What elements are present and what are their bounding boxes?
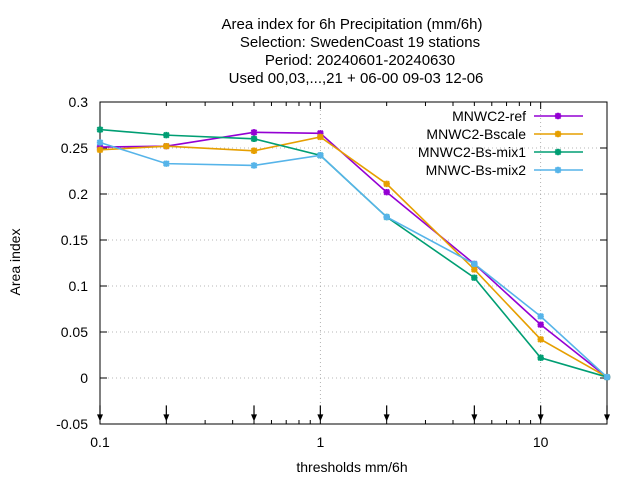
title-line: Period: 20240601-20240630 bbox=[265, 52, 455, 69]
x-axis-label: thresholds mm/6h bbox=[296, 459, 407, 475]
threshold-marker-arrow bbox=[471, 414, 478, 422]
data-point bbox=[471, 260, 478, 268]
data-point bbox=[383, 213, 390, 221]
data-point bbox=[554, 148, 562, 156]
data-point bbox=[163, 142, 170, 150]
title-line: Selection: SwedenCoast 19 stations bbox=[240, 34, 480, 51]
y-tick-label: 0.1 bbox=[69, 278, 89, 294]
threshold-marker-arrow bbox=[251, 414, 258, 422]
data-point bbox=[317, 133, 324, 141]
y-axis-label: Area index bbox=[7, 229, 23, 296]
y-tick-label: -0.05 bbox=[56, 416, 88, 432]
series-line bbox=[99, 136, 608, 378]
data-point bbox=[317, 130, 324, 137]
data-point bbox=[317, 152, 324, 159]
plot-frame bbox=[99, 101, 608, 425]
data-point bbox=[471, 266, 478, 273]
data-point bbox=[163, 131, 170, 139]
threshold-markers bbox=[97, 405, 610, 422]
data-point bbox=[250, 129, 258, 136]
data-point bbox=[96, 146, 104, 154]
data-point bbox=[537, 354, 544, 362]
threshold-marker-arrow bbox=[537, 414, 544, 422]
data-point bbox=[250, 135, 258, 143]
legend: MNWC2-ref MNWC2-Bscale MNWC2-Bs-mix1 MNWC-B… bbox=[418, 108, 583, 178]
data-point bbox=[554, 112, 562, 120]
threshold-marker-arrow bbox=[604, 414, 610, 422]
data-point bbox=[554, 130, 562, 138]
y-tick-label: 0.2 bbox=[69, 186, 89, 202]
series-lines bbox=[96, 126, 611, 381]
data-point bbox=[250, 162, 258, 169]
legend-label: MNWC2-Bs-mix1 bbox=[418, 144, 526, 160]
title-line: Area index for 6h Precipitation (mm/6h) bbox=[222, 16, 483, 33]
data-point bbox=[537, 321, 544, 328]
chart-title: Area index for 6h Precipitation (mm/6h)S… bbox=[222, 16, 484, 87]
grid bbox=[100, 102, 607, 424]
axes: 0.30.250.20.150.10.050-0.050.1 1 10 bbox=[56, 94, 608, 450]
series-line bbox=[99, 141, 608, 378]
data-point bbox=[537, 336, 544, 343]
data-point bbox=[471, 274, 478, 281]
data-point bbox=[603, 373, 611, 381]
legend-label: MNWC-Bs-mix2 bbox=[426, 162, 527, 178]
data-point bbox=[163, 160, 170, 167]
data-point bbox=[250, 147, 258, 155]
y-tick-label: 0 bbox=[80, 370, 88, 386]
legend-label: MNWC2-ref bbox=[452, 108, 526, 124]
threshold-marker-arrow bbox=[383, 414, 390, 422]
x-tick-label: 1 bbox=[316, 434, 324, 450]
legend-label: MNWC2-Bscale bbox=[426, 126, 526, 142]
data-point bbox=[383, 188, 390, 196]
data-point bbox=[383, 180, 390, 188]
data-point bbox=[96, 139, 104, 146]
title-line: Used 00,03,...,21 + 06-00 09-03 12-06 bbox=[229, 70, 484, 87]
x-tick-label: 0.1 bbox=[90, 434, 110, 450]
y-tick-label: 0.3 bbox=[69, 94, 89, 110]
x-tick-label: 10 bbox=[533, 434, 549, 450]
y-tick-label: 0.15 bbox=[61, 232, 88, 248]
data-point bbox=[537, 313, 544, 320]
series-line bbox=[99, 128, 608, 378]
y-tick-label: 0.05 bbox=[61, 324, 88, 340]
threshold-marker-arrow bbox=[317, 414, 324, 422]
threshold-marker-arrow bbox=[97, 414, 103, 422]
data-point bbox=[96, 126, 104, 133]
threshold-marker-arrow bbox=[163, 414, 170, 422]
data-point bbox=[554, 166, 562, 174]
series-line bbox=[99, 131, 608, 378]
y-tick-label: 0.25 bbox=[61, 140, 88, 156]
